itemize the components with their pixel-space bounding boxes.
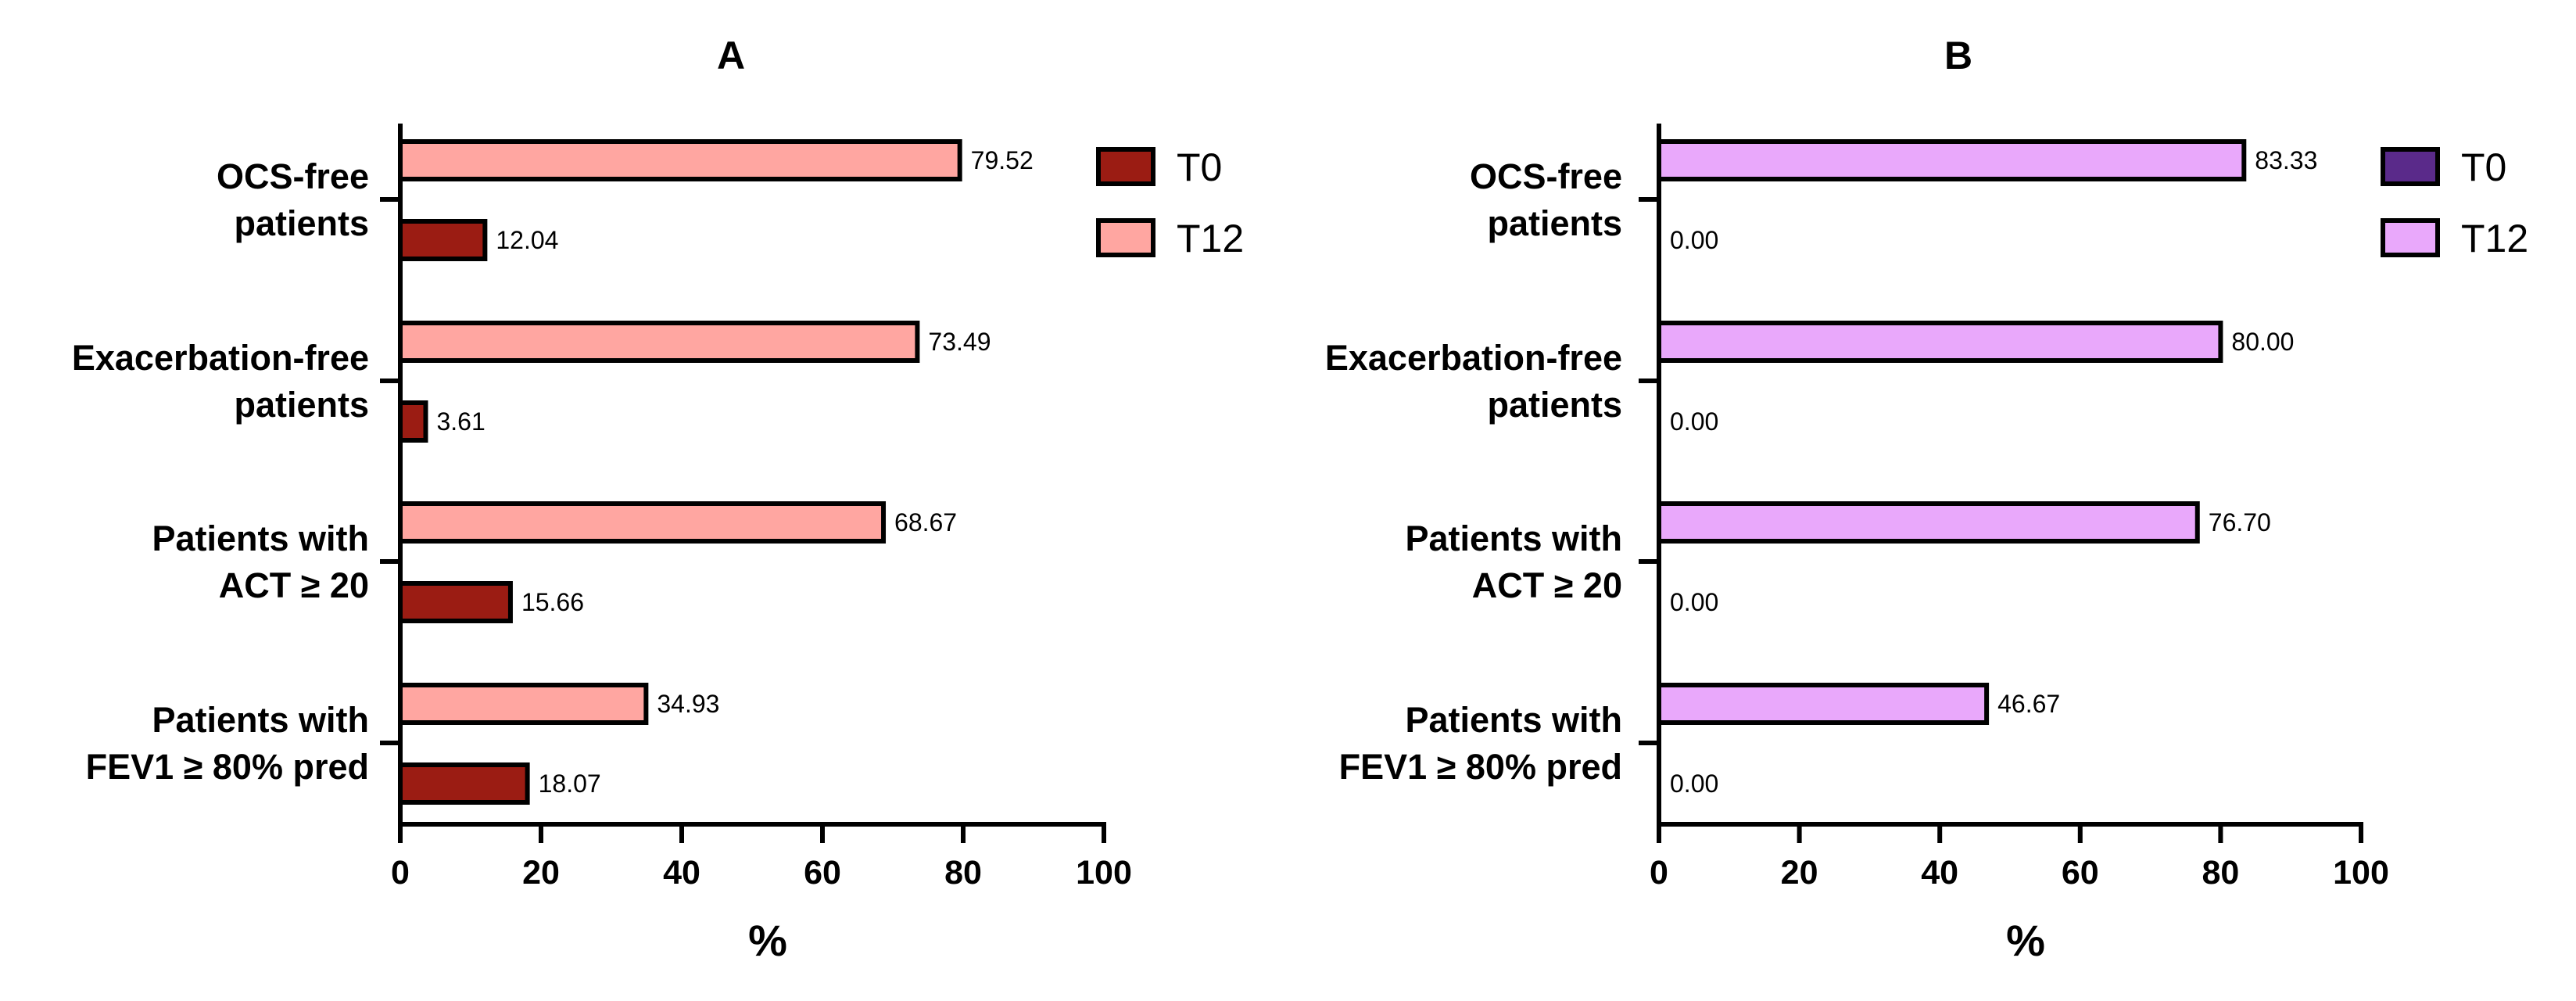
data-label: 3.61: [436, 407, 485, 436]
panel-b: B 0 20 40 60 80 100% OCS-free patients Exacerbati…: [1325, 34, 2528, 965]
bar-t0: [398, 762, 530, 805]
panel-title: A: [717, 34, 745, 77]
x-tick-label: 80: [2202, 854, 2239, 892]
category-label: Exacerbation-free: [72, 338, 369, 378]
x-tick-label: 40: [1921, 854, 1958, 892]
bar-t12: [1657, 321, 2223, 363]
x-tick-label: 0: [1650, 854, 1668, 892]
legend-label: T0: [2461, 145, 2506, 189]
category-label: FEV1 ≥ 80% pred: [86, 747, 369, 787]
data-label: 0.00: [1670, 407, 1718, 436]
x-tick-label: 100: [1076, 854, 1132, 892]
category-label: Patients with: [152, 518, 369, 558]
category-label: patients: [234, 203, 369, 243]
category-label: ACT ≥ 20: [1472, 565, 1622, 605]
bar-t12: [398, 321, 920, 363]
legend-swatch-t0: [2381, 147, 2440, 186]
bar-t12: [398, 501, 887, 544]
category-label: patients: [234, 385, 369, 425]
data-label: 80.00: [2231, 328, 2294, 356]
bar-t12: [1657, 501, 2200, 544]
x-tick-label: 20: [1781, 854, 1818, 892]
legend-swatch-t12: [2381, 218, 2440, 257]
bar-t12: [1657, 139, 2247, 181]
data-label: 34.93: [657, 690, 719, 718]
legend-label: T0: [1177, 145, 1222, 189]
data-label: 18.07: [539, 770, 601, 798]
data-label: 73.49: [928, 328, 991, 356]
data-label: 0.00: [1670, 588, 1718, 616]
data-label: 0.00: [1670, 770, 1718, 798]
x-tick-label: 80: [944, 854, 982, 892]
x-tick-label: 0: [391, 854, 410, 892]
x-axis-label: %: [748, 916, 787, 965]
panel-a: A 0 20 40 60 80 100% OCS-free patients Exacerbati…: [72, 34, 1244, 965]
bar-t0: [398, 219, 488, 261]
category-label: ACT ≥ 20: [219, 565, 369, 605]
bar-t0: [398, 581, 513, 623]
data-label: 79.52: [971, 146, 1034, 174]
category-label: Exacerbation-free: [1325, 338, 1622, 378]
category-label: OCS-free: [217, 156, 369, 196]
x-tick-label: 40: [663, 854, 700, 892]
category-label: OCS-free: [1470, 156, 1622, 196]
category-label: FEV1 ≥ 80% pred: [1339, 747, 1622, 787]
data-label: 83.33: [2255, 146, 2317, 174]
legend-label: T12: [2461, 217, 2528, 260]
data-label: 76.70: [2209, 508, 2271, 536]
data-label: 46.67: [1997, 690, 2060, 718]
x-axis-label: %: [2006, 916, 2045, 965]
category-label: patients: [1487, 203, 1622, 243]
bar-t0: [398, 400, 428, 443]
x-tick-label: 100: [2333, 854, 2389, 892]
data-label: 0.00: [1670, 226, 1718, 254]
bar-t12: [1657, 683, 1990, 725]
legend-label: T12: [1177, 217, 1244, 260]
data-label: 15.66: [521, 588, 584, 616]
data-label: 12.04: [496, 226, 558, 254]
legend-swatch-t12: [1096, 218, 1155, 257]
category-label: Patients with: [1405, 518, 1622, 558]
data-label: 68.67: [894, 508, 957, 536]
x-tick-label: 60: [804, 854, 841, 892]
x-tick-label: 20: [522, 854, 560, 892]
bar-t12: [398, 683, 649, 725]
bar-t12: [398, 139, 962, 181]
legend-swatch-t0: [1096, 147, 1155, 186]
category-label: patients: [1487, 385, 1622, 425]
panel-title: B: [1944, 34, 1972, 77]
x-tick-label: 60: [2062, 854, 2099, 892]
category-label: Patients with: [1405, 700, 1622, 740]
category-label: Patients with: [152, 700, 369, 740]
